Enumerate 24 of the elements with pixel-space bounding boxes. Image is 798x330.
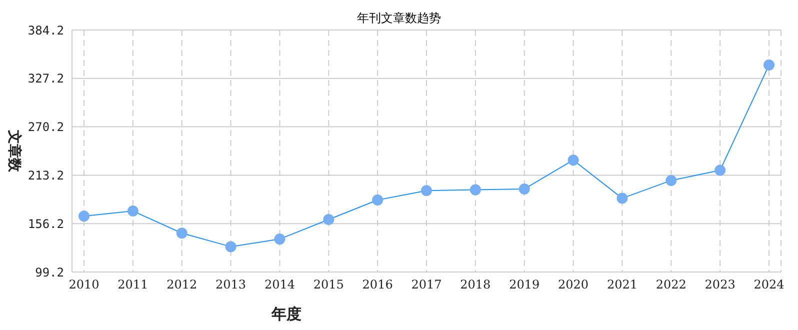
x-tick-label: 2011 (118, 278, 148, 292)
x-tick-label: 2022 (656, 278, 686, 292)
x-tick-label: 2010 (68, 278, 100, 292)
y-axis-title: 文章数 (6, 129, 24, 173)
x-tick-label: 2014 (264, 278, 296, 292)
x-axis-title: 年度 (270, 305, 302, 323)
x-tick-label: 2023 (704, 278, 736, 292)
y-tick-label: 99.2 (35, 265, 64, 280)
x-tick-label: 2013 (216, 278, 246, 292)
y-tick-label: 213.2 (28, 168, 64, 182)
x-tick-label: 2020 (558, 278, 589, 292)
chart-title: 年刊文章数趋势 (357, 11, 441, 25)
x-tick-label: 2016 (362, 278, 393, 292)
x-tick-label: 2018 (460, 278, 491, 292)
y-tick-label: 384.2 (28, 23, 64, 38)
x-tick-label: 2012 (166, 278, 198, 292)
y-tick-label: 327.2 (28, 72, 64, 86)
x-tick-label: 2015 (313, 278, 344, 292)
y-tick-label: 270.2 (28, 120, 64, 134)
x-tick-label: 2019 (509, 278, 540, 292)
x-tick-label: 2021 (606, 278, 638, 292)
x-tick-label: 2017 (411, 278, 442, 292)
x-tick-label: 2024 (754, 278, 785, 292)
y-tick-label: 156.2 (28, 216, 64, 231)
